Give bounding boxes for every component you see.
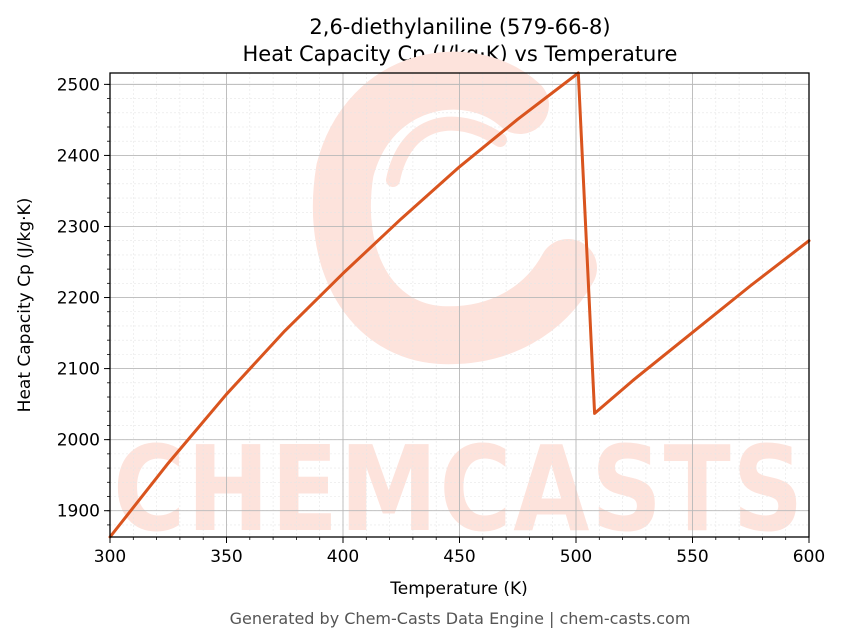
y-tick-label: 2100 bbox=[57, 360, 100, 380]
chart-title-line1: 2,6-diethylaniline (579-66-8) bbox=[309, 15, 610, 39]
y-tick-label: 1900 bbox=[57, 502, 100, 522]
x-tick-label: 400 bbox=[327, 547, 359, 567]
watermark-logo bbox=[312, 51, 597, 365]
y-tick-label: 2400 bbox=[57, 146, 100, 166]
x-axis: 300 350 400 450 500 550 600 bbox=[94, 537, 825, 567]
y-tick-label: 2200 bbox=[57, 289, 100, 309]
y-axis-label: Heat Capacity Cp (J/kg·K) bbox=[15, 198, 35, 413]
major-grid bbox=[109, 73, 810, 537]
x-axis-label: Temperature (K) bbox=[389, 579, 528, 599]
x-tick-label: 300 bbox=[94, 547, 126, 567]
x-tick-label: 600 bbox=[793, 547, 825, 567]
x-tick-label: 500 bbox=[560, 547, 592, 567]
series-line bbox=[108, 71, 811, 539]
series bbox=[108, 71, 811, 539]
footer-credit: Generated by Chem-Casts Data Engine | ch… bbox=[230, 609, 691, 628]
watermark-text: CHEMCASTS bbox=[113, 420, 805, 558]
x-tick-label: 550 bbox=[676, 547, 708, 567]
watermark: CHEMCASTS bbox=[113, 51, 805, 558]
x-tick-label: 450 bbox=[443, 547, 475, 567]
y-tick-label: 2300 bbox=[57, 217, 100, 237]
y-tick-label: 2000 bbox=[57, 431, 100, 451]
x-tick-label: 350 bbox=[210, 547, 242, 567]
y-axis: 1900 2000 2100 2200 2300 2400 2500 bbox=[57, 75, 110, 526]
y-tick-label: 2500 bbox=[57, 75, 100, 95]
